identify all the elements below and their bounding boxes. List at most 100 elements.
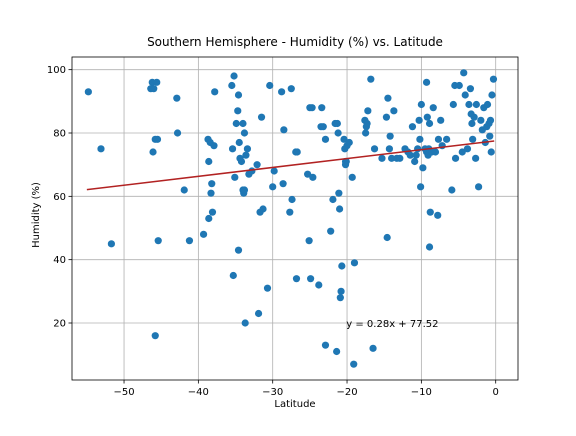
data-point — [240, 129, 249, 137]
data-point — [472, 100, 480, 109]
data-point — [417, 100, 425, 109]
data-point — [469, 135, 477, 143]
data-point — [315, 281, 323, 289]
data-point — [234, 91, 243, 99]
data-point — [149, 148, 157, 156]
data-point — [458, 148, 466, 156]
data-point — [486, 132, 494, 140]
x-tick-label: −50 — [113, 387, 134, 398]
data-point — [84, 88, 92, 96]
data-point — [248, 167, 256, 175]
data-point — [307, 275, 315, 283]
data-point — [350, 259, 359, 267]
data-point — [425, 119, 434, 128]
data-point — [386, 132, 394, 140]
data-point — [173, 129, 182, 137]
data-point — [466, 85, 475, 93]
data-point — [288, 195, 296, 204]
data-point — [279, 180, 287, 188]
data-point — [486, 116, 495, 124]
data-point — [383, 233, 391, 242]
data-point — [378, 154, 386, 162]
data-point — [208, 208, 217, 216]
data-point — [278, 88, 286, 96]
y-tick-label: 80 — [53, 129, 66, 140]
data-point — [259, 205, 267, 213]
data-point — [333, 347, 341, 356]
data-point — [455, 81, 463, 90]
data-point — [434, 211, 442, 219]
data-point — [257, 113, 266, 121]
data-point — [199, 230, 208, 238]
data-points — [84, 69, 498, 368]
data-point — [97, 145, 105, 153]
data-point — [477, 116, 485, 124]
data-point — [292, 275, 301, 283]
data-point — [341, 161, 350, 169]
data-point — [340, 135, 348, 143]
data-point — [369, 344, 377, 352]
grid — [72, 57, 518, 380]
data-point — [396, 154, 404, 162]
x-tick-label: −20 — [336, 387, 357, 398]
data-point — [334, 129, 342, 137]
data-point — [336, 294, 344, 302]
data-point — [254, 309, 263, 318]
data-point — [286, 208, 294, 216]
data-point — [487, 148, 495, 156]
data-point — [470, 113, 478, 121]
data-point — [309, 173, 317, 181]
y-axis-label: Humidity (%) — [31, 182, 42, 248]
data-point — [419, 164, 427, 172]
data-point — [151, 332, 159, 340]
data-point — [406, 151, 414, 159]
y-tick-label: 100 — [47, 65, 66, 76]
data-point — [483, 100, 492, 109]
data-point — [363, 119, 371, 128]
data-point — [321, 341, 330, 349]
data-point — [463, 145, 472, 153]
data-point — [207, 189, 215, 197]
data-point — [338, 262, 346, 270]
data-point — [210, 142, 218, 150]
data-point — [173, 94, 181, 102]
data-point — [228, 145, 237, 153]
data-point — [229, 271, 237, 280]
data-point — [390, 107, 398, 115]
data-point — [327, 227, 335, 235]
data-point — [280, 126, 288, 134]
plot-frame — [71, 56, 519, 381]
y-tick-label: 60 — [53, 192, 66, 203]
data-point — [205, 157, 213, 166]
data-point — [423, 113, 431, 121]
data-point — [231, 173, 239, 181]
data-point — [385, 145, 394, 153]
data-point — [488, 91, 496, 99]
data-point — [336, 205, 344, 213]
x-axis-ticks: −50 −40 −30 −20 −10 0 — [113, 380, 499, 398]
data-point — [362, 129, 370, 137]
x-tick-label: −30 — [262, 387, 283, 398]
x-tick-label: −10 — [411, 387, 432, 398]
data-point — [234, 246, 243, 254]
regression-group: y = 0.28x + 77.52 — [86, 140, 495, 330]
data-point — [475, 183, 483, 191]
data-point — [388, 154, 396, 162]
data-point — [293, 148, 301, 156]
data-point — [364, 107, 372, 115]
chart-title: Southern Hemisphere - Humidity (%) vs. L… — [147, 35, 443, 49]
data-point — [465, 100, 473, 109]
y-axis-ticks: 20 40 60 80 100 — [47, 65, 72, 330]
data-point — [242, 151, 250, 159]
data-point — [461, 91, 469, 99]
data-point — [185, 237, 194, 245]
data-point — [417, 183, 425, 191]
data-point — [437, 116, 445, 124]
data-point — [228, 81, 236, 90]
data-point — [350, 360, 358, 368]
data-point — [230, 72, 238, 80]
data-point — [425, 243, 434, 251]
x-axis-label: Latitude — [274, 399, 315, 410]
